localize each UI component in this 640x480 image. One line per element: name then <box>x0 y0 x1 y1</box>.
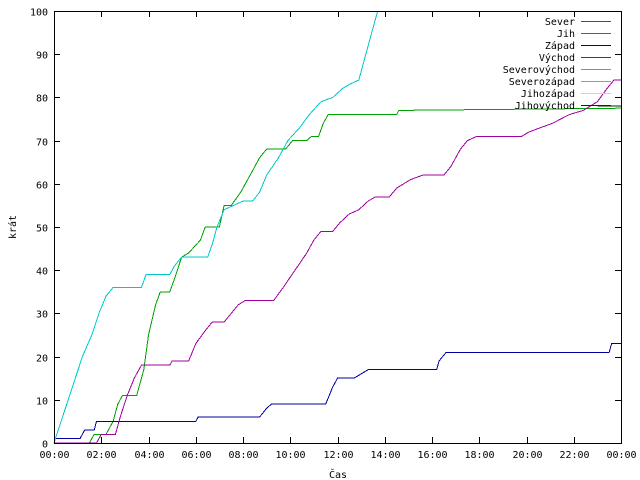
x-tick-label: 12:00 <box>323 450 353 461</box>
series-line-2 <box>54 343 621 440</box>
x-axis-ticks: 00:00 02:00 04:00 06:00 08:00 10:00 12:00 14:00… <box>39 11 637 461</box>
legend-label: Severovýchod <box>503 64 575 76</box>
legend-label: Jih <box>557 29 575 40</box>
x-axis-label: Čas <box>329 468 347 480</box>
x-tick-label: 06:00 <box>181 450 211 461</box>
y-tick-label: 40 <box>36 267 48 278</box>
x-tick-label: 02:00 <box>86 450 116 461</box>
series-line-3 <box>54 79 621 444</box>
y-tick-label: 20 <box>36 354 48 365</box>
x-tick-label: 16:00 <box>417 450 447 461</box>
legend-label: Sever <box>545 17 575 28</box>
series-line-4 <box>53 10 379 444</box>
legend-label: Severozápad <box>509 76 575 88</box>
y-tick-label: 100 <box>30 8 48 19</box>
y-tick-label: 70 <box>36 138 48 149</box>
y-tick-label: 90 <box>36 51 48 62</box>
x-tick-label: 18:00 <box>464 450 494 461</box>
x-tick-label: 08:00 <box>228 450 258 461</box>
x-tick-label: 04:00 <box>134 450 164 461</box>
y-tick-label: 60 <box>36 181 48 192</box>
series-layer <box>53 10 622 444</box>
legend-label: Západ <box>545 40 575 52</box>
x-tick-label: 20:00 <box>512 450 542 461</box>
series-line-1 <box>88 107 622 444</box>
y-axis-ticks: 0 10 20 30 40 50 60 70 80 90 100 <box>30 8 621 451</box>
x-tick-label: 00:00 <box>606 450 636 461</box>
legend-label: Východ <box>539 52 575 64</box>
y-tick-label: 10 <box>36 397 48 408</box>
x-tick-label: 22:00 <box>559 450 589 461</box>
y-axis-label: krát <box>7 215 19 239</box>
y-tick-label: 0 <box>42 440 48 451</box>
y-tick-label: 30 <box>36 310 48 321</box>
legend-label: Jihozápad <box>521 88 575 100</box>
x-tick-label: 14:00 <box>370 450 400 461</box>
legend-label: Jihovýchod <box>515 100 575 112</box>
x-tick-label: 00:00 <box>39 450 69 461</box>
legend: SeverJihZápadVýchodSeverovýchodSeverozáp… <box>503 17 611 112</box>
y-tick-label: 50 <box>36 224 48 235</box>
x-tick-label: 10:00 <box>275 450 305 461</box>
y-tick-label: 80 <box>36 94 48 105</box>
